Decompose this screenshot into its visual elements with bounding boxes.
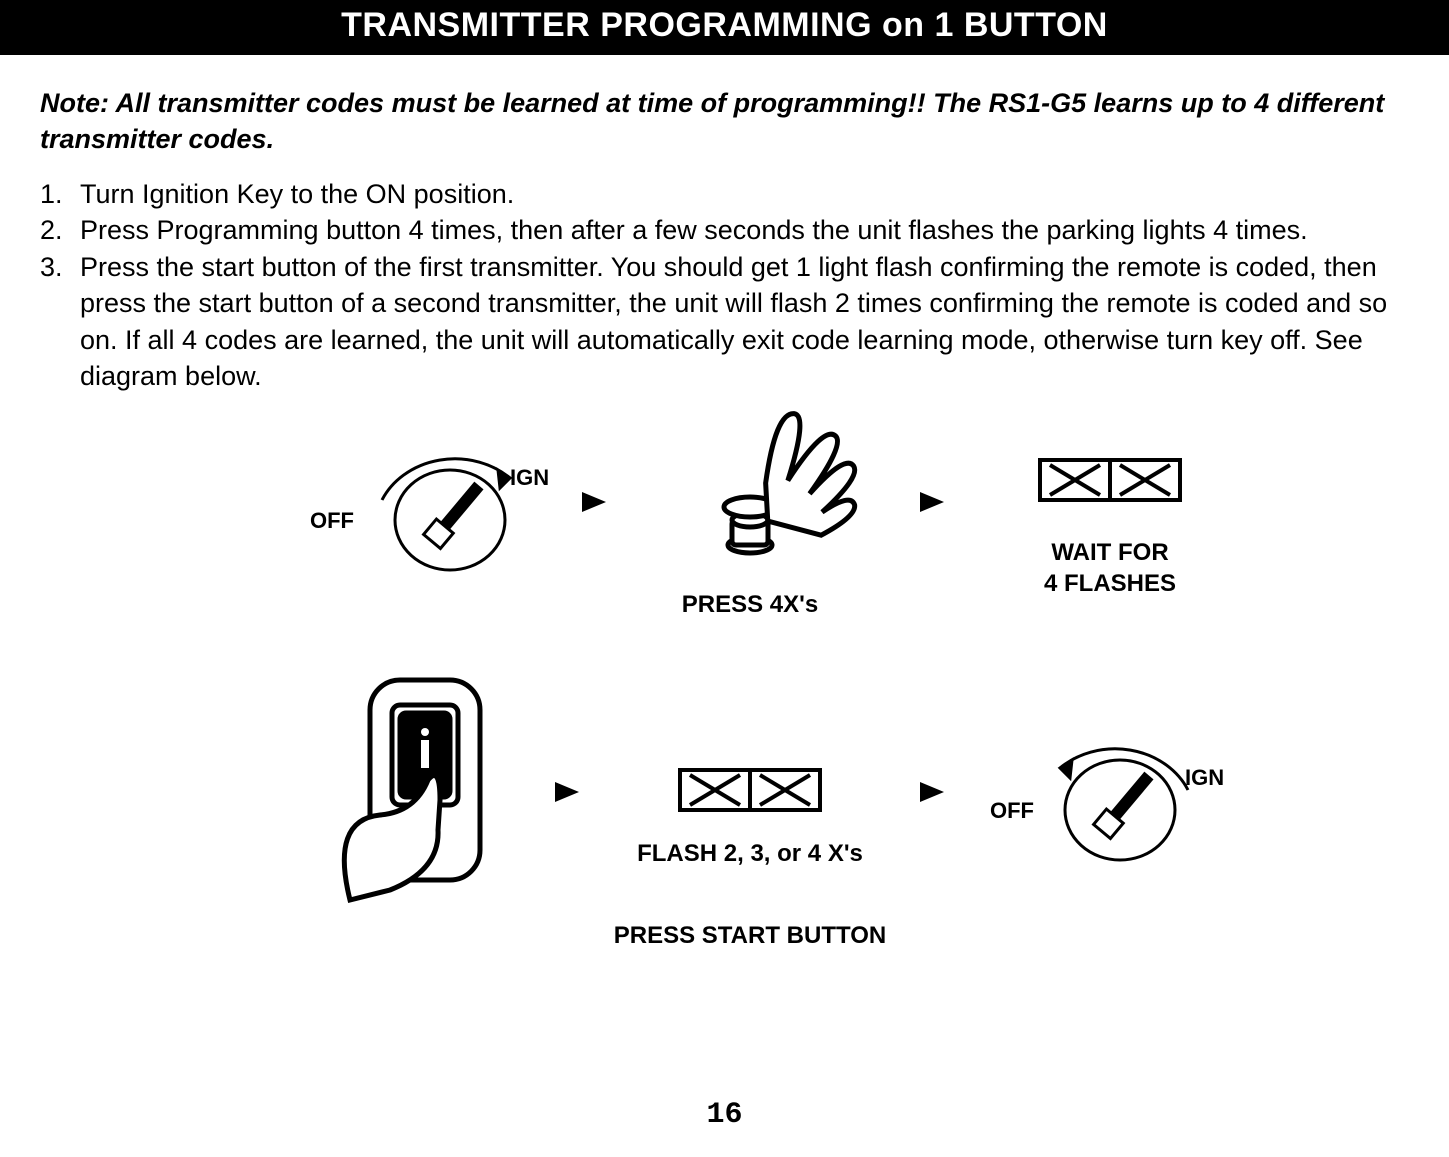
press-start-label: PRESS START BUTTON	[580, 920, 920, 951]
diagram-row-1: OFF IGN	[0, 390, 1449, 650]
diagram-row-2: FLASH 2, 3, or 4 X's	[0, 670, 1449, 990]
remote-press-icon	[310, 670, 530, 915]
step-number: 1.	[40, 176, 80, 212]
note-text: Note: All transmitter codes must be lear…	[40, 85, 1409, 158]
lights-flash-234-icon: FLASH 2, 3, or 4 X's	[610, 750, 890, 869]
flash-234-label: FLASH 2, 3, or 4 X's	[610, 838, 890, 869]
arrow-icon	[920, 780, 946, 804]
lights-flash-icon: WAIT FOR 4 FLASHES	[1010, 440, 1210, 599]
ignition-on-icon: OFF IGN	[310, 430, 570, 585]
press-start-label-wrap: PRESS START BUTTON	[580, 920, 920, 951]
step-number: 3.	[40, 249, 80, 395]
step-item: 1. Turn Ignition Key to the ON position.	[40, 176, 1409, 212]
step-text: Turn Ignition Key to the ON position.	[80, 176, 1409, 212]
press-4x-label: PRESS 4X's	[620, 589, 880, 620]
step-item: 2. Press Programming button 4 times, the…	[40, 212, 1409, 248]
page-title: TRANSMITTER PROGRAMMING on 1 BUTTON	[341, 6, 1108, 44]
title-bar: TRANSMITTER PROGRAMMING on 1 BUTTON	[0, 0, 1449, 55]
step-text: Press Programming button 4 times, then a…	[80, 212, 1409, 248]
page-number: 16	[0, 1098, 1449, 1132]
arrow-icon	[920, 490, 946, 514]
wait-for-label-2: 4 FLASHES	[1010, 568, 1210, 599]
steps-list: 1. Turn Ignition Key to the ON position.…	[40, 176, 1409, 395]
wait-for-label-1: WAIT FOR	[1010, 537, 1210, 568]
ignition-off-icon: OFF IGN	[980, 720, 1240, 875]
press-button-icon: PRESS 4X's	[620, 370, 880, 620]
arrow-icon	[555, 780, 581, 804]
page: TRANSMITTER PROGRAMMING on 1 BUTTON Note…	[0, 0, 1449, 1157]
ign-label: IGN	[510, 465, 549, 491]
ign-label-2: IGN	[1185, 765, 1224, 791]
arrow-icon	[582, 490, 608, 514]
step-number: 2.	[40, 212, 80, 248]
off-label: OFF	[310, 508, 354, 534]
off-label-2: OFF	[990, 798, 1034, 824]
diagram: OFF IGN	[0, 390, 1449, 990]
